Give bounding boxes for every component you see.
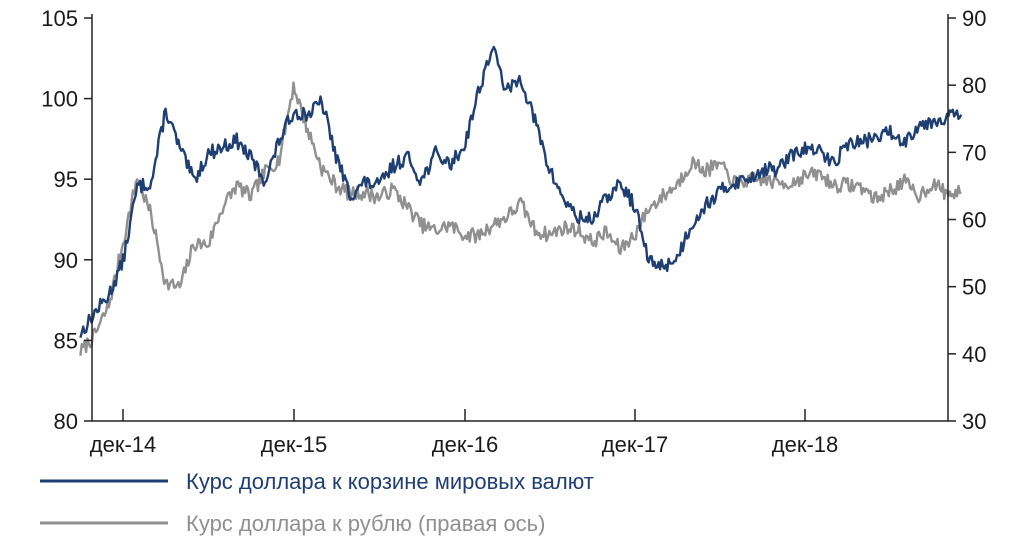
legend: Курс доллара к корзине мировых валют Кур… bbox=[40, 469, 594, 536]
x-tick-label: дек-18 bbox=[772, 432, 839, 457]
left-tick-label: 95 bbox=[54, 167, 78, 192]
x-tick-label: дек-17 bbox=[602, 432, 669, 457]
left-tick-label: 90 bbox=[54, 248, 78, 273]
right-tick-label: 40 bbox=[962, 342, 986, 367]
right-tick-label: 50 bbox=[962, 275, 986, 300]
right-tick-label: 60 bbox=[962, 208, 986, 233]
x-tick-label: дек-15 bbox=[261, 432, 328, 457]
axes: 80 85 90 95 100 105 30 40 50 60 70 80 90 дек-14 дек-15… bbox=[41, 6, 986, 457]
left-tick-label: 100 bbox=[41, 87, 78, 112]
x-tick-label: дек-14 bbox=[90, 432, 157, 457]
right-tick-label: 80 bbox=[962, 73, 986, 98]
left-tick-label: 105 bbox=[41, 6, 78, 31]
x-tick-label: дек-16 bbox=[432, 432, 499, 457]
right-tick-label: 70 bbox=[962, 140, 986, 165]
plot-area bbox=[79, 45, 963, 356]
right-tick-label: 30 bbox=[962, 409, 986, 434]
right-tick-label: 90 bbox=[962, 6, 986, 31]
left-tick-label: 80 bbox=[54, 409, 78, 434]
series-line-rub bbox=[79, 81, 962, 356]
legend-label-basket: Курс доллара к корзине мировых валют bbox=[186, 469, 594, 494]
legend-label-rub: Курс доллара к рублю (правая ось) bbox=[186, 511, 545, 536]
series-line-basket bbox=[79, 45, 963, 339]
left-tick-label: 85 bbox=[54, 328, 78, 353]
